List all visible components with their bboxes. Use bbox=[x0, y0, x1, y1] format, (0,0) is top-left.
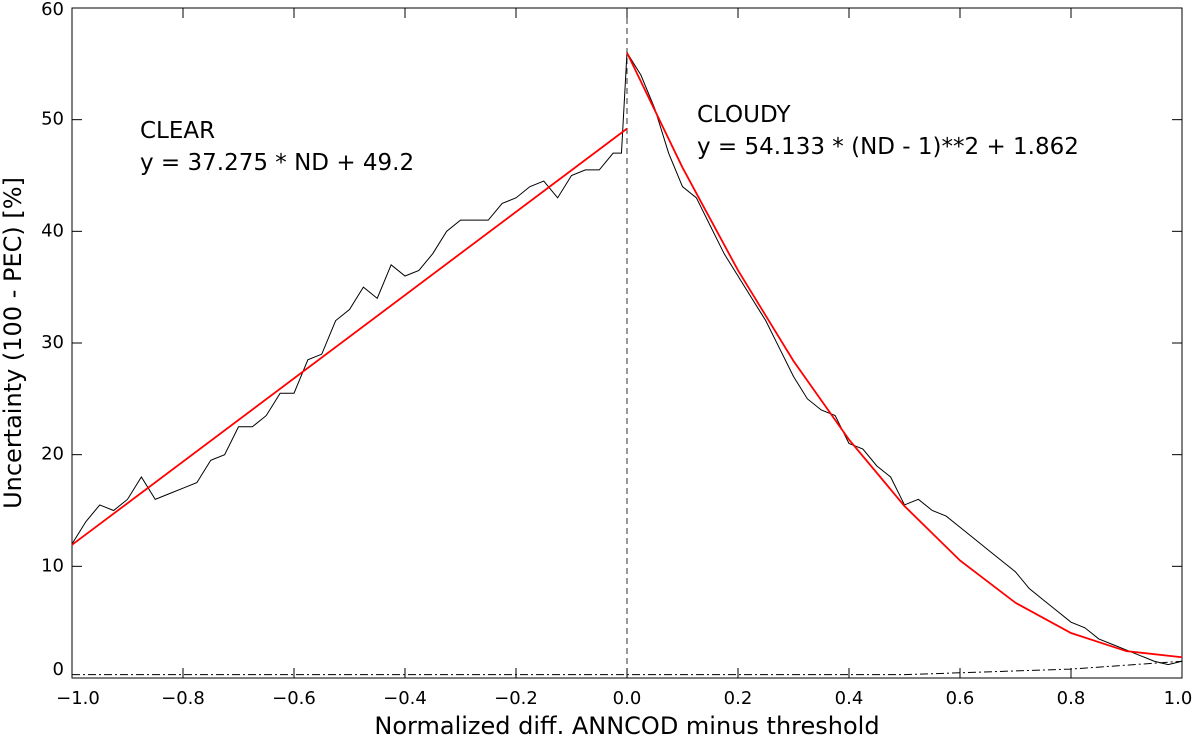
x-tick-label: 0.0 bbox=[613, 688, 642, 709]
y-tick-label: 50 bbox=[41, 109, 64, 130]
annotation: CLOUDY bbox=[697, 102, 791, 128]
x-tick-label: 1.0 bbox=[1164, 688, 1193, 709]
data-line bbox=[71, 51, 1183, 666]
annotation: CLEAR bbox=[140, 118, 215, 144]
y-tick-label: 40 bbox=[41, 220, 64, 241]
x-tick-label: 0.6 bbox=[946, 688, 975, 709]
x-tick-label: −0.6 bbox=[272, 688, 316, 709]
x-tick-label: −0.2 bbox=[494, 688, 538, 709]
y-axis-label: Uncertainty (100 - PEC) [%] bbox=[0, 177, 27, 509]
x-tick-label: −0.8 bbox=[161, 688, 205, 709]
y-tick-label: 60 bbox=[41, 0, 64, 20]
y-tick-label: 0 bbox=[53, 659, 64, 680]
data-line bbox=[71, 127, 628, 546]
x-tick-label: 0.2 bbox=[724, 688, 753, 709]
data-line bbox=[626, 52, 1183, 659]
annotation: y = 37.275 * ND + 49.2 bbox=[140, 150, 414, 176]
x-tick-label: 0.8 bbox=[1057, 688, 1086, 709]
y-tick-label: 10 bbox=[41, 555, 64, 576]
y-tick-label: 20 bbox=[41, 444, 64, 465]
data-line bbox=[72, 660, 1183, 676]
annotation: y = 54.133 * (ND - 1)**2 + 1.862 bbox=[697, 134, 1079, 160]
x-tick-label: 0.4 bbox=[835, 688, 864, 709]
x-axis-label: Normalized diff. ANNCOD minus threshold bbox=[374, 712, 879, 739]
y-tick-label: 30 bbox=[41, 332, 64, 353]
x-tick-label: −0.4 bbox=[383, 688, 427, 709]
x-tick-label: −1.0 bbox=[56, 688, 100, 709]
